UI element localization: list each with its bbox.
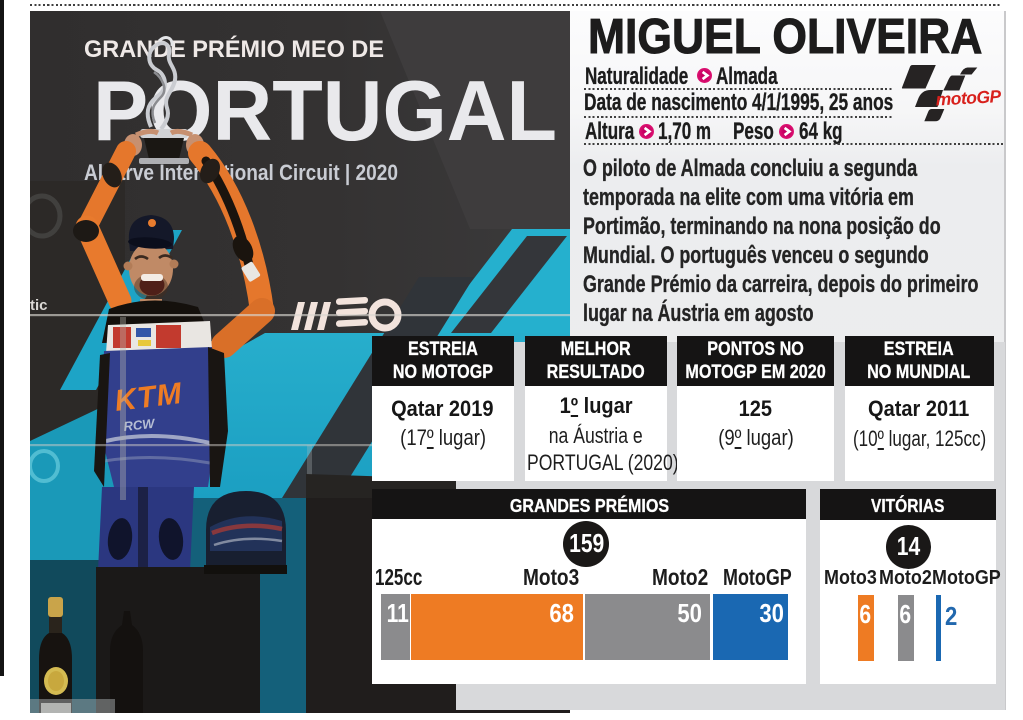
svg-text:KTM: KTM [113,377,185,418]
svg-text:Algarve International Circuit: Algarve International Circuit | 2020 [84,160,398,185]
svg-text:motoGP: motoGP [935,86,1002,109]
svg-text:RCW: RCW [123,416,157,434]
svg-text:tic: tic [30,297,48,314]
svg-text:GRANDE PRÉMIO MEO DE: GRANDE PRÉMIO MEO DE [84,35,384,63]
